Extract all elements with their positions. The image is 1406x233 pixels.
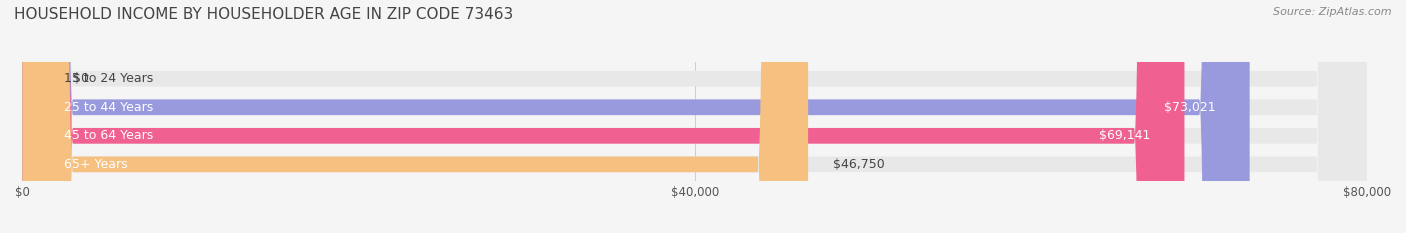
- FancyBboxPatch shape: [22, 0, 1367, 233]
- FancyBboxPatch shape: [22, 0, 1367, 233]
- Text: 25 to 44 Years: 25 to 44 Years: [65, 101, 153, 114]
- FancyBboxPatch shape: [22, 0, 808, 233]
- Text: 65+ Years: 65+ Years: [65, 158, 128, 171]
- Text: HOUSEHOLD INCOME BY HOUSEHOLDER AGE IN ZIP CODE 73463: HOUSEHOLD INCOME BY HOUSEHOLDER AGE IN Z…: [14, 7, 513, 22]
- Text: $46,750: $46,750: [834, 158, 886, 171]
- FancyBboxPatch shape: [22, 0, 1367, 233]
- FancyBboxPatch shape: [22, 0, 1184, 233]
- Text: 45 to 64 Years: 45 to 64 Years: [65, 129, 153, 142]
- Text: $69,141: $69,141: [1099, 129, 1152, 142]
- FancyBboxPatch shape: [22, 0, 1367, 233]
- FancyBboxPatch shape: [22, 0, 1250, 233]
- Text: 15 to 24 Years: 15 to 24 Years: [65, 72, 153, 85]
- Text: $0: $0: [73, 72, 89, 85]
- Text: $73,021: $73,021: [1164, 101, 1216, 114]
- Text: Source: ZipAtlas.com: Source: ZipAtlas.com: [1274, 7, 1392, 17]
